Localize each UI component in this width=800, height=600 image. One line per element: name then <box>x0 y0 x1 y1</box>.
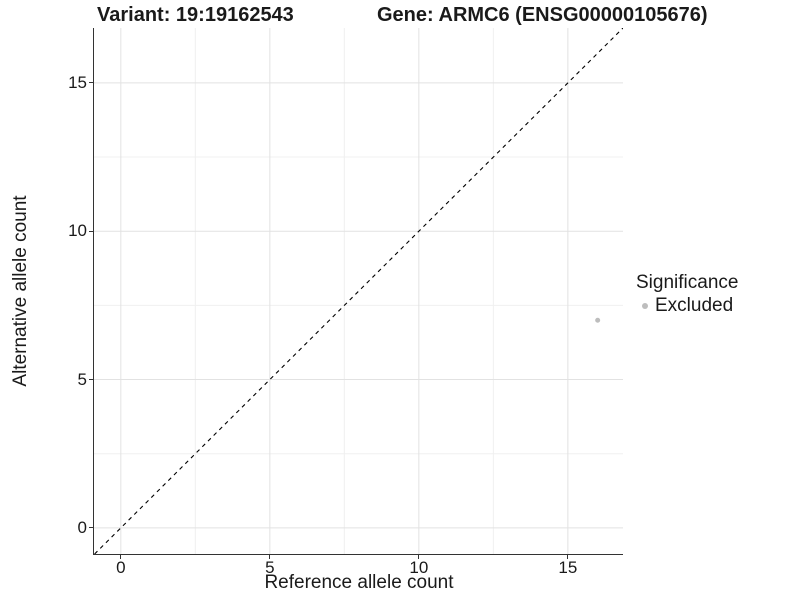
identity-reference-line <box>94 28 623 554</box>
legend-entry-label: Excluded <box>655 295 734 316</box>
plot-canvas <box>94 28 623 554</box>
plot-panel <box>93 28 623 555</box>
legend: Significance Excluded <box>636 271 738 317</box>
legend-point-icon <box>641 303 648 309</box>
x-axis-tick-label: 0 <box>116 558 126 577</box>
x-axis-tick <box>567 555 569 559</box>
y-axis-tick <box>89 527 93 529</box>
y-axis-tick <box>89 82 93 84</box>
x-axis-tick <box>120 555 122 559</box>
x-axis-tick <box>418 555 420 559</box>
y-axis-tick-label: 5 <box>77 369 87 389</box>
legend-title: Significance <box>636 272 739 293</box>
legend-entry: Excluded <box>636 295 738 317</box>
x-axis-tick-label: 10 <box>409 558 429 577</box>
data-point <box>595 317 601 323</box>
y-axis-tick <box>89 379 93 381</box>
x-axis-title: Reference allele count <box>264 572 454 593</box>
x-axis-tick-label: 15 <box>558 558 578 577</box>
plot-title-variant: Variant: 19:19162543 <box>97 4 294 26</box>
x-axis-tick <box>269 555 271 559</box>
y-axis-tick-label: 0 <box>77 517 87 537</box>
y-axis-tick <box>89 230 93 232</box>
legend-entries: Excluded <box>636 295 738 317</box>
legend-key <box>636 298 653 315</box>
y-axis-title: Alternative allele count <box>10 195 31 387</box>
y-axis-tick-label: 15 <box>68 72 87 92</box>
y-axis-tick-label: 10 <box>68 221 87 241</box>
plot-title-gene: Gene: ARMC6 (ENSG00000105676) <box>377 4 708 26</box>
x-axis-tick-label: 5 <box>265 558 275 577</box>
